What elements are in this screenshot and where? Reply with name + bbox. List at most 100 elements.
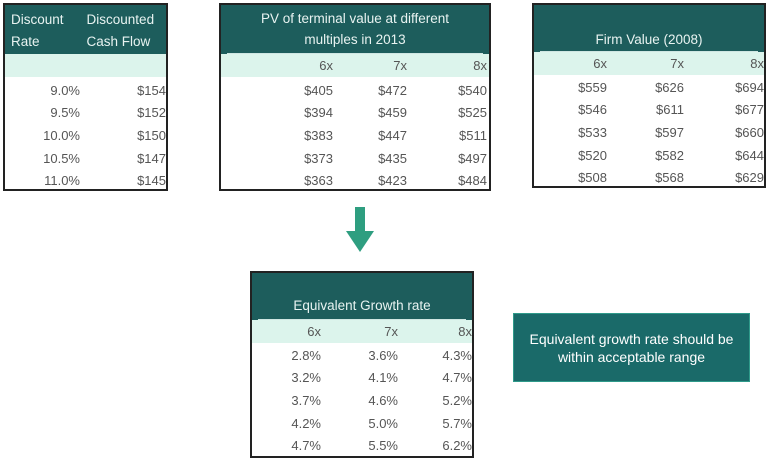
table-cell: 3.7% xyxy=(291,392,321,408)
table-cell: $511 xyxy=(459,127,487,143)
table-row: $383 $447 $511 xyxy=(221,124,489,147)
table-cell: $568 xyxy=(655,170,684,186)
discount-rate-table: Discount Rate Discounted Cash Flow 9.0% $… xyxy=(3,3,168,191)
table-cell: 3.2% xyxy=(291,370,321,386)
table-row: $394 $459 $525 xyxy=(221,102,489,125)
table-cell: $677 xyxy=(735,102,764,118)
table-subheader: 6x 7x 8x xyxy=(534,52,764,75)
column-header-8x: 8x xyxy=(473,58,487,73)
table-cell: 9.0% xyxy=(50,82,80,98)
table-cell: $394 xyxy=(304,105,333,121)
table-row: 3.7% 4.6% 5.2% xyxy=(252,389,472,412)
table-cell: $150 xyxy=(137,127,166,143)
table-subheader: 6x 7x 8x xyxy=(252,320,472,343)
column-header-8x: 8x xyxy=(750,56,764,71)
table-body: $405 $472 $540 $394 $459 $525 $383 $447 $511 $373… xyxy=(221,77,489,192)
table-cell: 3.6% xyxy=(368,347,398,363)
table-cell: 5.0% xyxy=(368,415,398,431)
table-row: 9.0% $154 xyxy=(5,79,166,102)
table-header: Discount Rate Discounted Cash Flow xyxy=(5,5,166,54)
table-cell: 10.5% xyxy=(43,150,80,166)
table-cell: 4.7% xyxy=(291,438,321,454)
table-cell: 5.5% xyxy=(368,438,398,454)
table-cell: $694 xyxy=(735,79,764,95)
table-cell: $582 xyxy=(655,147,684,163)
table-cell: $472 xyxy=(378,82,407,98)
table-cell: $405 xyxy=(304,82,333,98)
table-title: Equivalent Growth rate xyxy=(293,298,431,313)
column-header-7x: 7x xyxy=(384,324,398,339)
table-row: $533 $597 $660 xyxy=(534,121,764,144)
table-row: 10.0% $150 xyxy=(5,124,166,147)
table-header: PV of terminal value at different multip… xyxy=(221,5,489,54)
table-row: $508 $568 $629 xyxy=(534,166,764,189)
table-cell: $525 xyxy=(458,105,487,121)
table-cell: $154 xyxy=(137,82,166,98)
table-cell: $660 xyxy=(735,124,764,140)
column-header-6x: 6x xyxy=(319,58,333,73)
table-cell: $435 xyxy=(378,150,407,166)
table-cell: $497 xyxy=(458,150,487,166)
table-cell: $373 xyxy=(304,150,333,166)
table-cell: $540 xyxy=(458,82,487,98)
table-cell: $629 xyxy=(735,170,764,186)
table-cell: 6.2% xyxy=(442,438,472,454)
column-header-7x: 7x xyxy=(393,58,407,73)
table-row: 4.7% 5.5% 6.2% xyxy=(252,434,472,457)
table-row: 2.8% 3.6% 4.3% xyxy=(252,344,472,367)
table-row: 9.5% $152 xyxy=(5,102,166,125)
table-body: $559 $626 $694 $546 $611 $677 $533 $597 $660 $520… xyxy=(534,75,764,189)
firm-value-table: Firm Value (2008) 6x 7x 8x $559 $626 $694 $54… xyxy=(532,3,766,188)
table-cell: $626 xyxy=(655,79,684,95)
table-cell: $508 xyxy=(578,170,607,186)
table-row: $363 $423 $484 xyxy=(221,169,489,192)
table-cell: 4.2% xyxy=(291,415,321,431)
table-cell: 5.2% xyxy=(442,392,472,408)
table-cell: $423 xyxy=(378,173,407,189)
table-cell: $611 xyxy=(656,102,684,118)
table-cell: 9.5% xyxy=(50,105,80,121)
table-cell: $520 xyxy=(578,147,607,163)
table-cell: $147 xyxy=(137,150,166,166)
table-body: 9.0% $154 9.5% $152 10.0% $150 10.5% $147 11.0% $… xyxy=(5,77,166,192)
table-cell: $484 xyxy=(458,173,487,189)
table-cell: $145 xyxy=(137,173,166,189)
table-title: Firm Value (2008) xyxy=(595,32,703,47)
column-header-7x: 7x xyxy=(670,56,684,71)
down-arrow-icon xyxy=(346,207,374,252)
table-cell: $559 xyxy=(578,79,607,95)
table-row: 11.0% $145 xyxy=(5,169,166,192)
table-body: 2.8% 3.6% 4.3% 3.2% 4.1% 4.7% 3.7% 4.6% 5.2% 4.2%… xyxy=(252,343,472,457)
column-header-6x: 6x xyxy=(307,324,321,339)
header-discount-rate: Discount Rate xyxy=(11,12,64,49)
table-cell: 4.6% xyxy=(368,392,398,408)
table-subheader xyxy=(5,54,166,77)
table-cell: 4.7% xyxy=(442,370,472,386)
table-row: $373 $435 $497 xyxy=(221,147,489,170)
table-cell: $152 xyxy=(137,105,166,121)
table-cell: $383 xyxy=(304,127,333,143)
table-header: Firm Value (2008) xyxy=(534,5,764,52)
table-cell: $533 xyxy=(578,124,607,140)
table-cell: 10.0% xyxy=(43,127,80,143)
header-discounted-cash-flow: Discounted Cash Flow xyxy=(86,12,155,49)
table-row: $546 $611 $677 xyxy=(534,99,764,122)
table-subheader: 6x 7x 8x xyxy=(221,54,489,77)
table-row: 3.2% 4.1% 4.7% xyxy=(252,367,472,390)
table-cell: $447 xyxy=(378,127,407,143)
equivalent-growth-rate-table: Equivalent Growth rate 6x 7x 8x 2.8% 3.6% 4.… xyxy=(250,271,474,458)
table-row: $559 $626 $694 xyxy=(534,76,764,99)
table-row: 10.5% $147 xyxy=(5,147,166,170)
table-cell: $459 xyxy=(378,105,407,121)
table-cell: 4.1% xyxy=(368,370,398,386)
table-row: $520 $582 $644 xyxy=(534,144,764,167)
table-cell: $597 xyxy=(655,124,684,140)
column-header-6x: 6x xyxy=(593,56,607,71)
table-cell: 5.7% xyxy=(442,415,472,431)
table-cell: $546 xyxy=(578,102,607,118)
table-cell: 4.3% xyxy=(442,347,472,363)
table-cell: $644 xyxy=(735,147,764,163)
table-cell: 11.0% xyxy=(44,173,80,189)
table-title: PV of terminal value at different multip… xyxy=(260,11,450,47)
table-header: Equivalent Growth rate xyxy=(252,273,472,320)
